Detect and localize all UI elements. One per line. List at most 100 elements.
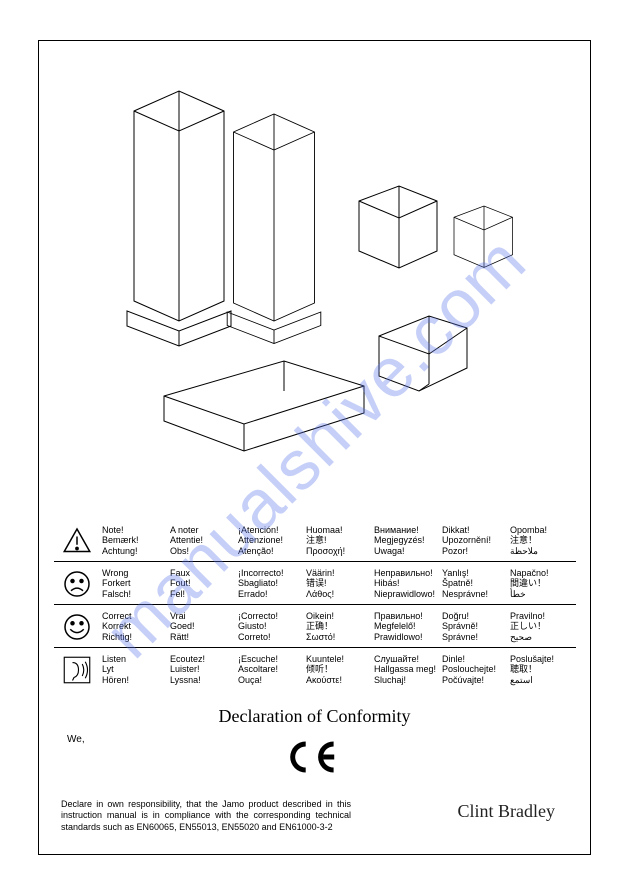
lang-text: Dinle! [442,654,506,664]
lang-text: Fout! [170,578,234,588]
lang-text: Väärin! [306,568,370,578]
lang-cell: Napačno!間違い！خطأ [508,568,576,599]
icon-row: CorrectKorrektRichtig!VraiGoed!Rätt! ¡Cor… [54,605,576,648]
lang-text: Correto! [238,632,302,642]
lang-text: Ascoltare! [238,664,302,674]
lang-text: Pozor! [442,546,506,556]
lang-cell: Слушайте!Hallgassa meg!Sluchaj! [372,654,440,685]
lang-text: Správně! [442,621,506,631]
lang-text: Vrai [170,611,234,621]
lang-cell: Kuuntele!倾听！Ακούστε! [304,654,372,685]
lang-text: Fel! [170,589,234,599]
lang-text: 正确！ [306,621,370,631]
lang-text: 注意! [306,535,370,545]
lang-cell: Doğru!Správně!Správne! [440,611,508,642]
lang-text: A noter [170,525,234,535]
icon-row: WrongForkertFalsch!FauxFout!Fel!¡Incorre… [54,562,576,605]
lang-text: Προσοχή! [306,546,370,556]
lang-text: Слушайте! [374,654,438,664]
ce-mark-icon [39,735,590,784]
lang-text: 正しい！ [510,621,574,631]
lang-text: Richtig! [102,632,166,642]
lang-text: Ακούστε! [306,675,370,685]
lang-cell: Dinle!Poslouchejte!Počúvajte! [440,654,508,685]
lang-text: Giusto! [238,621,302,631]
page-border: Note!Bemærk!Achtung!A noterAttentie!Obs!… [38,40,591,855]
lang-text: Hallgassa meg! [374,664,438,674]
lang-text: Falsch! [102,589,166,599]
lang-text: Doğru! [442,611,506,621]
lang-text: Huomaa! [306,525,370,535]
lang-cell: Dikkat!Upozornění!Pozor! [440,525,508,556]
lang-text: Errado! [238,589,302,599]
lang-text: Attenzione! [238,535,302,545]
lang-text: Ouça! [238,675,302,685]
lang-text: Rätt! [170,632,234,642]
lang-cell: Pravilno!正しい！صحيح [508,611,576,642]
lang-cell: Opomba!注意！ملاحظة [508,525,576,556]
lang-text: Megjegyzés! [374,535,438,545]
lang-cell: Правильно!Megfelelő!Prawidlowo! [372,611,440,642]
lang-text: Achtung! [102,546,166,556]
lang-cell: A noterAttentie!Obs! [168,525,236,556]
lang-text: Špatně! [442,578,506,588]
lang-cell: Poslušajte!聴取！استمع [508,654,576,685]
lang-text: 错误! [306,578,370,588]
lang-text: Правильно! [374,611,438,621]
lang-text: Prawidlowo! [374,632,438,642]
lang-text: Upozornění! [442,535,506,545]
lang-text: Uwaga! [374,546,438,556]
lang-text: Obs! [170,546,234,556]
lang-text: Attentie! [170,535,234,545]
lang-cell: Внимание!Megjegyzés!Uwaga! [372,525,440,556]
signature: Clint Bradley [458,801,556,822]
lang-text: Nesprávne! [442,589,506,599]
warning-icon [54,525,100,556]
lang-text: استمع [510,675,574,685]
lang-text: Oikein! [306,611,370,621]
lang-text: Atenção! [238,546,302,556]
lang-text: Note! [102,525,166,535]
translation-table: Note!Bemærk!Achtung!A noterAttentie!Obs!… [54,519,576,690]
lang-text: Внимание! [374,525,438,535]
lang-text: Lyssna! [170,675,234,685]
lang-text: Wrong [102,568,166,578]
lang-cell: ¡Incorrecto!Sbagliato!Errado! [236,568,304,599]
declaration-we: We, [67,734,85,745]
lang-text: Goed! [170,621,234,631]
lang-cell: Väärin!错误!Λάθος! [304,568,372,599]
lang-text: Napačno! [510,568,574,578]
lang-text: Dikkat! [442,525,506,535]
lang-text: Correct [102,611,166,621]
lang-cell: ¡Atención!Attenzione!Atenção! [236,525,304,556]
lang-text: Yanlış! [442,568,506,578]
declaration-title: Declaration of Conformity [39,706,590,727]
lang-text: Listen [102,654,166,664]
lang-text: Počúvajte! [442,675,506,685]
lang-text: Bemærk! [102,535,166,545]
lang-text: ¡Correcto! [238,611,302,621]
lang-text: Správne! [442,632,506,642]
lang-cell: Yanlış!Špatně!Nesprávne! [440,568,508,599]
lang-text: Poslušajte! [510,654,574,664]
lang-cell: CorrectKorrektRichtig! [100,611,168,642]
lang-text: ¡Incorrecto! [238,568,302,578]
lang-text: Неправильно! [374,568,438,578]
lang-text: Forkert [102,578,166,588]
sad-icon [54,568,100,599]
lang-text: Luister! [170,664,234,674]
lang-text: Nieprawidlowo! [374,589,438,599]
declaration-section: Declaration of Conformity We, [39,706,590,784]
lang-text: 倾听！ [306,664,370,674]
lang-text: Σωστό! [306,632,370,642]
lang-cell: Ecoutez!Luister!Lyssna! [168,654,236,685]
lang-text: 注意！ [510,535,574,545]
lang-text: صحيح [510,632,574,642]
lang-text: ¡Atención! [238,525,302,535]
lang-text: Kuuntele! [306,654,370,664]
lang-text: Hören! [102,675,166,685]
lang-cell: ListenLytHören! [100,654,168,685]
icon-row: Note!Bemærk!Achtung!A noterAttentie!Obs!… [54,519,576,562]
lang-cell: FauxFout!Fel! [168,568,236,599]
lang-text: ¡Escuche! [238,654,302,664]
